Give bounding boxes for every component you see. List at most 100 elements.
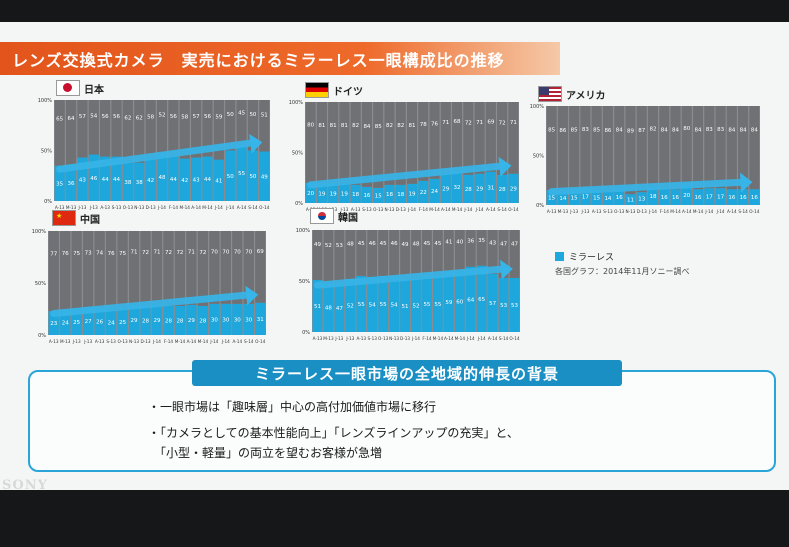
data-label-other: 73 (85, 250, 92, 256)
bar-mirrorless (71, 309, 82, 335)
data-label-other: 40 (456, 239, 463, 245)
x-tick-label: D-13 (637, 209, 647, 214)
y-tick-label: 100% (38, 98, 53, 104)
data-label-mirrorless: 16 (363, 193, 370, 199)
de-flag-icon (305, 82, 329, 98)
data-label-mirrorless: 16 (695, 195, 702, 201)
bar-other (389, 230, 399, 277)
bar-other (580, 106, 591, 189)
x-tick-label: J-14 (463, 207, 472, 212)
bar-mirrorless (134, 162, 145, 201)
x-tick-label: J-13 (72, 339, 81, 344)
bar-mirrorless (122, 162, 133, 201)
bar-other (704, 106, 715, 189)
bar-mirrorless (334, 284, 345, 332)
slide-title: レンズ交換式カメラ 実売におけるミラーレス一眼構成比の推移 (12, 51, 505, 70)
x-tick-label: S-13 (106, 339, 116, 344)
bar-other (220, 231, 231, 304)
y-tick-label: 0% (38, 333, 46, 339)
bar-mirrorless (117, 309, 128, 335)
bar-other (83, 231, 94, 307)
bar-other (323, 230, 334, 284)
trend-arrow-shaft (313, 265, 505, 289)
data-label-mirrorless: 55 (358, 302, 365, 308)
bar-other (454, 230, 465, 271)
x-tick-label: F-14 (660, 209, 670, 214)
data-label-mirrorless: 52 (413, 303, 420, 309)
bar-mirrorless (247, 150, 259, 201)
bar-other (474, 102, 485, 174)
x-tick-label: J-14 (407, 207, 416, 212)
data-label-mirrorless: 31 (257, 317, 264, 323)
x-tick-label: O-13 (117, 339, 128, 344)
bar-other (54, 100, 65, 166)
data-label-mirrorless: 38 (124, 180, 131, 186)
x-tick-label: M-14 (198, 339, 209, 344)
bar-other (156, 100, 168, 153)
bar-mirrorless (100, 156, 111, 201)
data-label-other: 83 (706, 127, 713, 133)
data-label-other: 45 (380, 241, 387, 247)
data-label-mirrorless: 16 (751, 195, 758, 201)
data-label-other: 82 (397, 123, 404, 129)
data-label-other: 62 (124, 116, 131, 122)
data-label-other: 69 (257, 249, 264, 255)
bar-other (738, 106, 749, 190)
data-label-other: 72 (199, 250, 206, 256)
bar-mirrorless (140, 305, 151, 335)
bar-other (316, 102, 327, 184)
data-label-mirrorless: 42 (181, 178, 188, 184)
y-tick-label: 50% (533, 154, 544, 160)
x-tick-label: F-14 (169, 205, 179, 210)
bar-mirrorless (389, 276, 399, 332)
bar-mirrorless (54, 165, 65, 201)
y-tick-label: 100% (289, 100, 304, 106)
bar-mirrorless (738, 189, 749, 205)
bar-mirrorless (373, 187, 384, 203)
bar-other (334, 230, 345, 285)
data-label-other: 84 (751, 127, 758, 133)
bar-mirrorless (670, 189, 681, 205)
trend-arrow-head (500, 259, 513, 280)
bar-other (151, 231, 163, 305)
bar-mirrorless (105, 310, 117, 335)
x-tick-label: F-14 (419, 207, 429, 212)
bar-mirrorless (345, 278, 356, 332)
data-label-other: 57 (193, 114, 200, 120)
x-tick-label: J-13 (77, 205, 86, 210)
x-tick-label: A-14 (488, 336, 498, 341)
data-label-other: 86 (559, 128, 566, 134)
bar-mirrorless (749, 189, 760, 205)
bar-other (174, 231, 186, 306)
data-label-other: 56 (170, 114, 177, 120)
bar-mirrorless (659, 189, 670, 205)
data-label-other: 82 (650, 127, 657, 133)
x-tick-label: O-13 (378, 336, 389, 341)
data-label-mirrorless: 17 (717, 195, 724, 201)
bar-mirrorless (704, 188, 715, 205)
bar-mirrorless (463, 174, 474, 203)
data-label-other: 75 (73, 251, 80, 257)
bar-mirrorless (454, 270, 465, 332)
bar-other (636, 106, 647, 193)
data-label-mirrorless: 30 (234, 317, 241, 323)
data-label-mirrorless: 14 (559, 196, 566, 202)
bar-other (356, 230, 367, 276)
data-label-mirrorless: 24 (108, 321, 115, 327)
x-tick-label: J-14 (477, 336, 486, 341)
data-label-mirrorless: 28 (165, 318, 172, 324)
x-tick-label: J-13 (339, 207, 348, 212)
bar-other (715, 106, 726, 189)
bar-other (213, 100, 224, 160)
x-tick-label: M-14 (175, 339, 186, 344)
bullet-2: ・「カメラとしての基本性能向上」「レンズラインアップの充実」と、 (148, 426, 519, 440)
data-label-other: 52 (325, 243, 332, 249)
data-label-mirrorless: 53 (500, 303, 507, 309)
data-label-mirrorless: 43 (79, 177, 86, 183)
data-label-mirrorless: 18 (386, 192, 393, 198)
bar-other (179, 100, 190, 159)
data-label-mirrorless: 52 (347, 303, 354, 309)
bar-other (259, 100, 270, 152)
data-label-mirrorless: 19 (318, 191, 325, 197)
data-label-mirrorless: 16 (672, 195, 679, 201)
